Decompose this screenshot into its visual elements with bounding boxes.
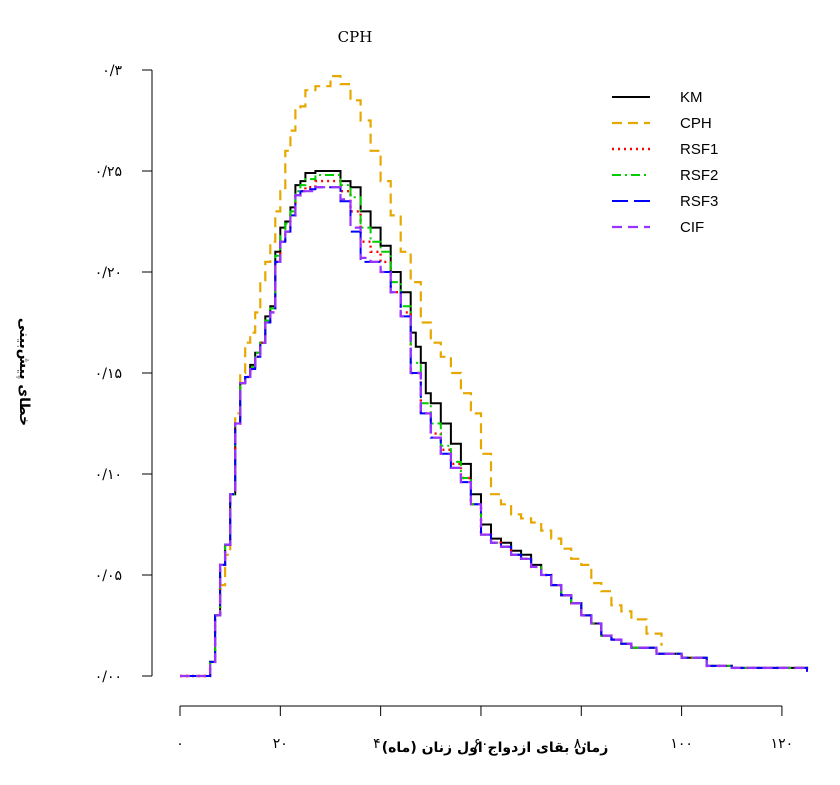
x-axis: ۰ ۲۰ ۴۰ ۶۰ ۸۰ ۱۰۰ ۱۲۰	[176, 705, 794, 752]
legend-label-cif: CIF	[680, 219, 704, 236]
x-tick-label: ۶۰	[473, 736, 488, 752]
series-layer	[180, 75, 809, 678]
y-tick-label: ۰/۲۰	[95, 265, 122, 281]
x-tick-label: ۴۰	[373, 736, 388, 752]
legend-label-cph: CPH	[680, 115, 712, 132]
series-line-rsf2	[180, 174, 808, 677]
series-line-rsf1	[180, 179, 809, 678]
x-tick-label: ۰	[176, 736, 184, 752]
x-tick-label: ۱۰۰	[670, 736, 693, 752]
y-axis: ۰/۰۰ ۰/۰۵ ۰/۱۰ ۰/۱۵ ۰/۲۰ ۰/۲۵ ۰/۳	[95, 63, 153, 685]
series-line-cph	[180, 75, 663, 678]
series-line-km	[180, 170, 808, 677]
legend-label-km: KM	[680, 89, 703, 106]
x-tick-label: ۱۲۰	[771, 736, 794, 752]
y-tick-label: ۰/۱۵	[95, 366, 122, 382]
series-line-rsf3	[180, 186, 808, 677]
legend-label-rsf1: RSF1	[680, 141, 718, 158]
legend-label-rsf2: RSF2	[680, 167, 718, 184]
y-tick-label: ۰/۲۵	[95, 164, 122, 180]
x-axis-title: زمان بقای ازدواج اول زنان (ماه)	[382, 740, 609, 756]
x-tick-label: ۸۰	[574, 736, 589, 752]
chart-title: CPH	[338, 28, 373, 46]
legend-label-rsf3: RSF3	[680, 193, 718, 210]
y-tick-label: ۰/۳	[102, 63, 122, 79]
y-axis-title: خطای پیش‌بینی	[16, 318, 32, 426]
y-tick-label: ۰/۰۰	[95, 669, 122, 685]
series-line-cif	[180, 186, 809, 678]
legend: KM CPH RSF1 RSF2 RSF3 CIF	[612, 89, 718, 236]
y-tick-label: ۰/۰۵	[95, 568, 122, 584]
y-tick-label: ۰/۱۰	[95, 467, 122, 483]
x-tick-label: ۲۰	[273, 736, 288, 752]
